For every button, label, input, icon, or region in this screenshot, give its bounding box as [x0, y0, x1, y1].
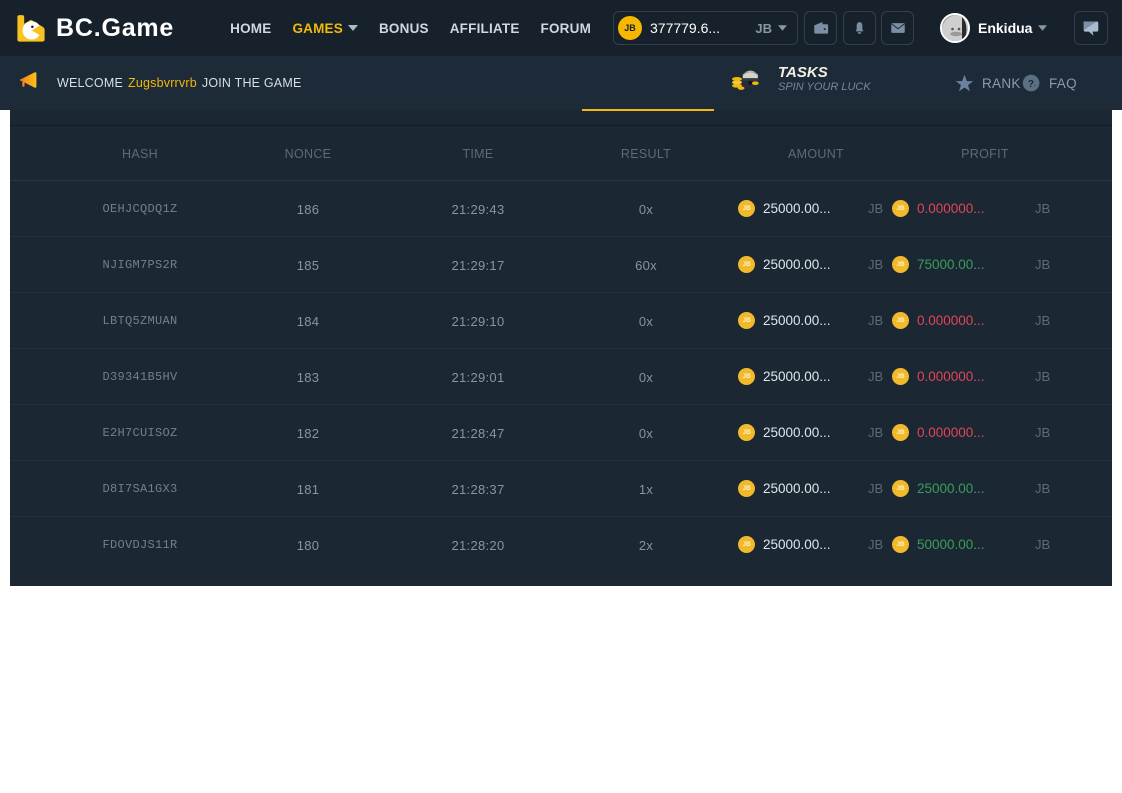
svg-text:?: ? — [1028, 78, 1034, 89]
